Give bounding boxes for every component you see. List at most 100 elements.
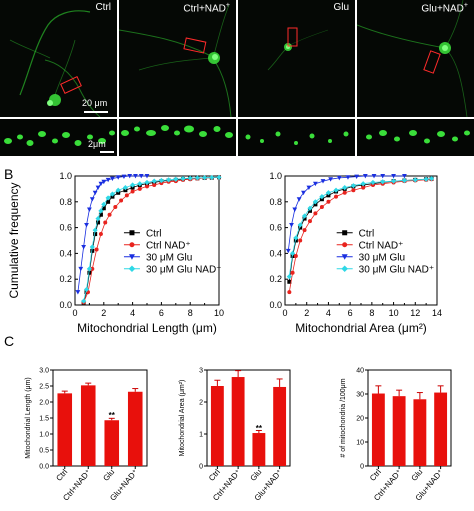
data-point bbox=[83, 286, 90, 293]
data-point bbox=[89, 244, 95, 250]
scale-bar-label-large: 20 μm bbox=[82, 98, 108, 108]
data-point bbox=[151, 178, 157, 184]
data-point bbox=[187, 175, 193, 181]
data-point bbox=[121, 174, 127, 180]
zoom-strip-ctrl-nad bbox=[119, 119, 236, 156]
data-point bbox=[103, 220, 108, 225]
data-point bbox=[341, 265, 348, 273]
zoom-image bbox=[121, 125, 233, 138]
x-tick-label: Ctrl bbox=[54, 467, 69, 482]
series-4 bbox=[81, 174, 222, 304]
data-point bbox=[326, 199, 331, 204]
data-point bbox=[301, 190, 306, 196]
data-point bbox=[129, 242, 135, 248]
data-point bbox=[127, 174, 133, 179]
panel-letter-b: B bbox=[4, 166, 14, 182]
data-point bbox=[320, 179, 326, 184]
data-point bbox=[92, 227, 98, 233]
data-point bbox=[362, 174, 368, 179]
bar bbox=[57, 393, 73, 466]
data-point bbox=[90, 248, 95, 253]
x-tick-label: 10 bbox=[214, 308, 224, 318]
line-chart-2: 0 2 4 6 8 10 12 14 0.0 0.2 0.4 0.6 0.8 1.0 Mitochondri… bbox=[269, 171, 442, 335]
zoom-strip-glu bbox=[238, 119, 355, 156]
data-point bbox=[96, 220, 101, 225]
scale-bar-large bbox=[84, 111, 108, 113]
fluorescence-image bbox=[357, 0, 468, 117]
data-point bbox=[101, 206, 106, 211]
data-point bbox=[289, 223, 294, 228]
x-tick-label: 4 bbox=[326, 308, 331, 318]
data-point bbox=[302, 228, 307, 233]
x-tick-label: 0 bbox=[72, 308, 77, 318]
data-point bbox=[93, 232, 98, 237]
data-point bbox=[296, 197, 302, 202]
legend-label: Ctrl bbox=[146, 228, 162, 239]
fluorescence-image bbox=[267, 27, 329, 71]
data-point bbox=[124, 193, 129, 198]
data-point bbox=[110, 176, 115, 181]
data-point bbox=[144, 179, 150, 186]
legend-label: 30 μM Glu bbox=[146, 252, 192, 263]
y-tick-label: 1.0 bbox=[39, 432, 49, 439]
data-point bbox=[428, 175, 435, 182]
bar bbox=[371, 393, 385, 466]
data-point bbox=[133, 174, 138, 179]
data-point bbox=[202, 175, 208, 181]
x-tick-label: 2 bbox=[101, 308, 106, 318]
x-tick-label: 10 bbox=[389, 308, 399, 318]
fluorescence-image bbox=[9, 10, 101, 117]
data-point bbox=[109, 191, 116, 197]
data-point bbox=[351, 188, 356, 193]
y-tick-label: 0.5 bbox=[39, 448, 49, 455]
data-point bbox=[78, 266, 84, 272]
data-point bbox=[194, 175, 200, 181]
x-tick-label: Glu bbox=[101, 468, 116, 483]
bar bbox=[392, 396, 406, 466]
image-label-glu-nad: Glu+NAD+ bbox=[421, 2, 468, 15]
y-tick-label: 40 bbox=[356, 368, 364, 375]
data-point bbox=[334, 194, 339, 199]
data-point bbox=[341, 254, 348, 260]
data-point bbox=[90, 266, 95, 271]
y-tick-label: 30 bbox=[356, 392, 364, 399]
data-point bbox=[113, 204, 118, 209]
zoom-strip-glu-nad bbox=[357, 119, 474, 156]
data-point bbox=[307, 205, 313, 211]
data-point bbox=[173, 176, 179, 182]
data-point bbox=[94, 247, 99, 252]
data-point bbox=[128, 265, 136, 273]
image-label-glu: Glu bbox=[333, 2, 349, 13]
image-label-ctrl: Ctrl bbox=[95, 2, 111, 13]
y-tick-label: 20 bbox=[356, 416, 364, 423]
data-point bbox=[345, 175, 351, 180]
data-point bbox=[137, 186, 142, 191]
y-tick-label: 0 bbox=[360, 464, 364, 471]
data-point bbox=[129, 230, 135, 236]
panel-letter-c: C bbox=[4, 333, 15, 349]
bar-chart-1: 0.0 0.5 1.0 1.5 2.0 2.5 3.0 Mitochondrial Lengt… bbox=[25, 368, 148, 503]
y-tick-label: 0 bbox=[199, 464, 203, 471]
data-point bbox=[98, 181, 104, 187]
data-point bbox=[119, 198, 124, 203]
y-axis-label: # of mitochondria /100μm bbox=[340, 378, 347, 457]
data-point bbox=[122, 185, 128, 191]
fluorescence-image bbox=[119, 4, 232, 117]
y-tick-label: 0.8 bbox=[269, 197, 282, 207]
y-tick-label: 1.0 bbox=[269, 171, 282, 181]
series-3 bbox=[285, 174, 407, 254]
legend-label: Ctrl NAD⁺ bbox=[359, 240, 404, 251]
x-tick-label: 8 bbox=[188, 308, 193, 318]
data-point bbox=[101, 179, 107, 185]
data-point bbox=[290, 250, 296, 256]
zoom-image bbox=[4, 130, 115, 146]
y-axis-label: Mitochondrial Area (μm²) bbox=[179, 380, 186, 457]
data-point bbox=[180, 175, 186, 182]
micrograph-glu-nad: Glu+NAD+ bbox=[357, 0, 474, 117]
plot-frame bbox=[206, 369, 291, 467]
series-4 bbox=[286, 175, 435, 280]
